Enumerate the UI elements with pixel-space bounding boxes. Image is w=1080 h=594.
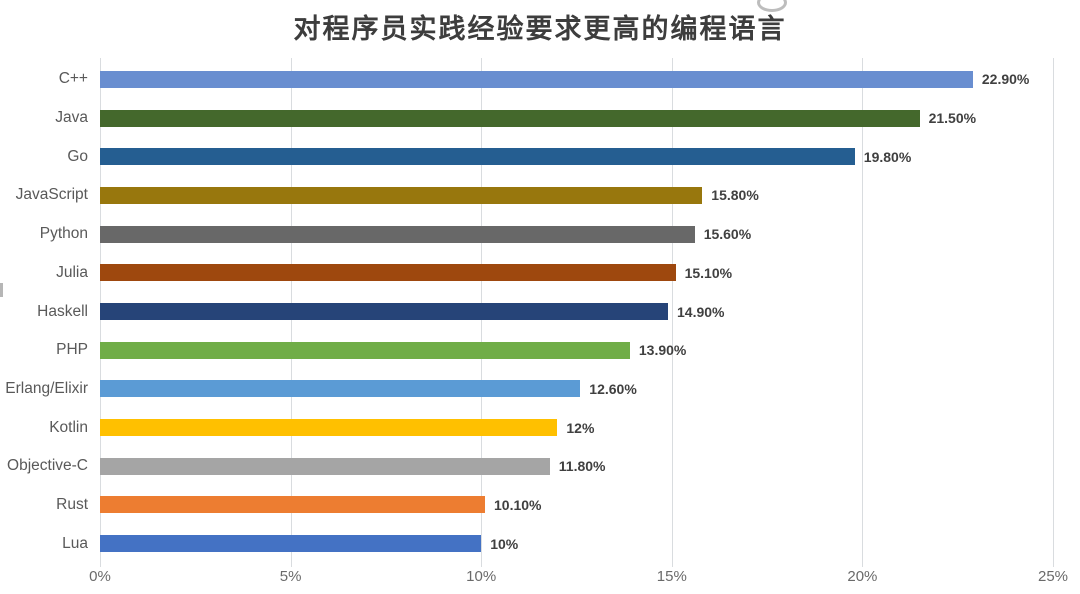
- chart-title: 对程序员实践经验要求更高的编程语言: [293, 14, 787, 44]
- value-label: 15.10%: [684, 264, 733, 281]
- bar-zone: 15.60%: [100, 215, 1080, 254]
- bar: [100, 148, 855, 166]
- value-label: 10.10%: [494, 496, 542, 513]
- bar-row: Erlang/Elixir 12.60%: [0, 370, 1080, 409]
- bar: [100, 303, 668, 321]
- bar: [100, 496, 485, 514]
- bar-zone: 15.80%: [100, 176, 1080, 215]
- category-label: Rust: [56, 495, 88, 513]
- value-label: 19.80%: [863, 148, 912, 165]
- category-label: Erlang/Elixir: [5, 379, 88, 397]
- bar-zone: 14.90%: [100, 292, 1080, 331]
- bar-zone: 10%: [100, 524, 1080, 563]
- bar-zone: 15.10%: [100, 254, 1080, 293]
- bar-row: Python 15.60%: [0, 215, 1080, 254]
- value-label: 22.90%: [981, 71, 1030, 88]
- x-tick-label: 15%: [656, 568, 687, 585]
- cropped-circle-artifact: [757, 0, 787, 12]
- category-label: Haskell: [37, 302, 88, 320]
- bar-row: Kotlin 12%: [0, 408, 1080, 447]
- value-label: 15.80%: [711, 187, 759, 204]
- bar-row: Java 21.50%: [0, 99, 1080, 138]
- value-label: 10%: [490, 535, 519, 552]
- cropped-axis-title-artifact: [0, 283, 3, 297]
- category-label: Objective-C: [7, 457, 88, 475]
- category-label: JavaScript: [15, 186, 88, 204]
- bar-row: Rust 10.10%: [0, 486, 1080, 525]
- bar: [100, 341, 630, 359]
- bar-row: C++ 22.90%: [0, 60, 1080, 99]
- x-axis: 0% 5% 10% 15% 20% 25%: [0, 566, 1080, 592]
- bar: [100, 109, 920, 127]
- value-label: 13.90%: [638, 342, 687, 359]
- value-label: 15.60%: [703, 226, 752, 243]
- x-tick-label: 0%: [89, 568, 111, 585]
- category-label: Java: [55, 109, 88, 127]
- bar: [100, 380, 581, 398]
- bar-row: Go 19.80%: [0, 137, 1080, 176]
- value-label: 21.50%: [928, 110, 977, 127]
- bar-zone: 10.10%: [100, 486, 1080, 525]
- category-label: Julia: [56, 263, 88, 281]
- value-label: 12.60%: [589, 380, 637, 397]
- bar: [100, 457, 550, 475]
- bar-row: Haskell 14.90%: [0, 292, 1080, 331]
- x-tick-label: 25%: [1037, 568, 1069, 585]
- bar: [100, 225, 695, 243]
- x-tick-label: 5%: [279, 568, 302, 585]
- category-label: C++: [58, 70, 88, 88]
- bar-zone: 22.90%: [100, 60, 1080, 99]
- bar: [100, 419, 558, 437]
- bar-row: JavaScript 15.80%: [0, 176, 1080, 215]
- category-label: Kotlin: [49, 418, 88, 436]
- bar-zone: 12.60%: [100, 370, 1080, 409]
- bar: [100, 70, 973, 88]
- bar-zone: 13.90%: [100, 331, 1080, 370]
- category-label: Python: [39, 225, 88, 243]
- bar: [100, 535, 482, 553]
- gridline: [862, 58, 864, 567]
- value-label: 11.80%: [558, 458, 606, 475]
- bar-row: Julia 15.10%: [0, 254, 1080, 293]
- bar: [100, 264, 676, 282]
- bar-row: PHP 13.90%: [0, 331, 1080, 370]
- gridline: [1053, 58, 1054, 567]
- bar-zone: 21.50%: [100, 99, 1080, 138]
- bar-zone: 11.80%: [100, 447, 1080, 486]
- bar-row: Objective-C 11.80%: [0, 447, 1080, 486]
- bar-rows: C++ 22.90% Java 21.50% Go 19.80% JavaScript 15.…: [0, 60, 1080, 563]
- bar-zone: 19.80%: [100, 137, 1080, 176]
- bar-zone: 12%: [100, 408, 1080, 447]
- value-label: 14.90%: [677, 303, 725, 320]
- x-tick-label: 10%: [466, 568, 497, 585]
- x-tick-label: 20%: [847, 568, 878, 585]
- value-label: 12%: [566, 419, 595, 436]
- bar: [100, 186, 703, 204]
- category-label: PHP: [56, 341, 88, 359]
- bar-row: Lua 10%: [0, 524, 1080, 563]
- gridline: [671, 58, 673, 567]
- category-label: Go: [67, 147, 88, 165]
- category-label: Lua: [62, 534, 88, 552]
